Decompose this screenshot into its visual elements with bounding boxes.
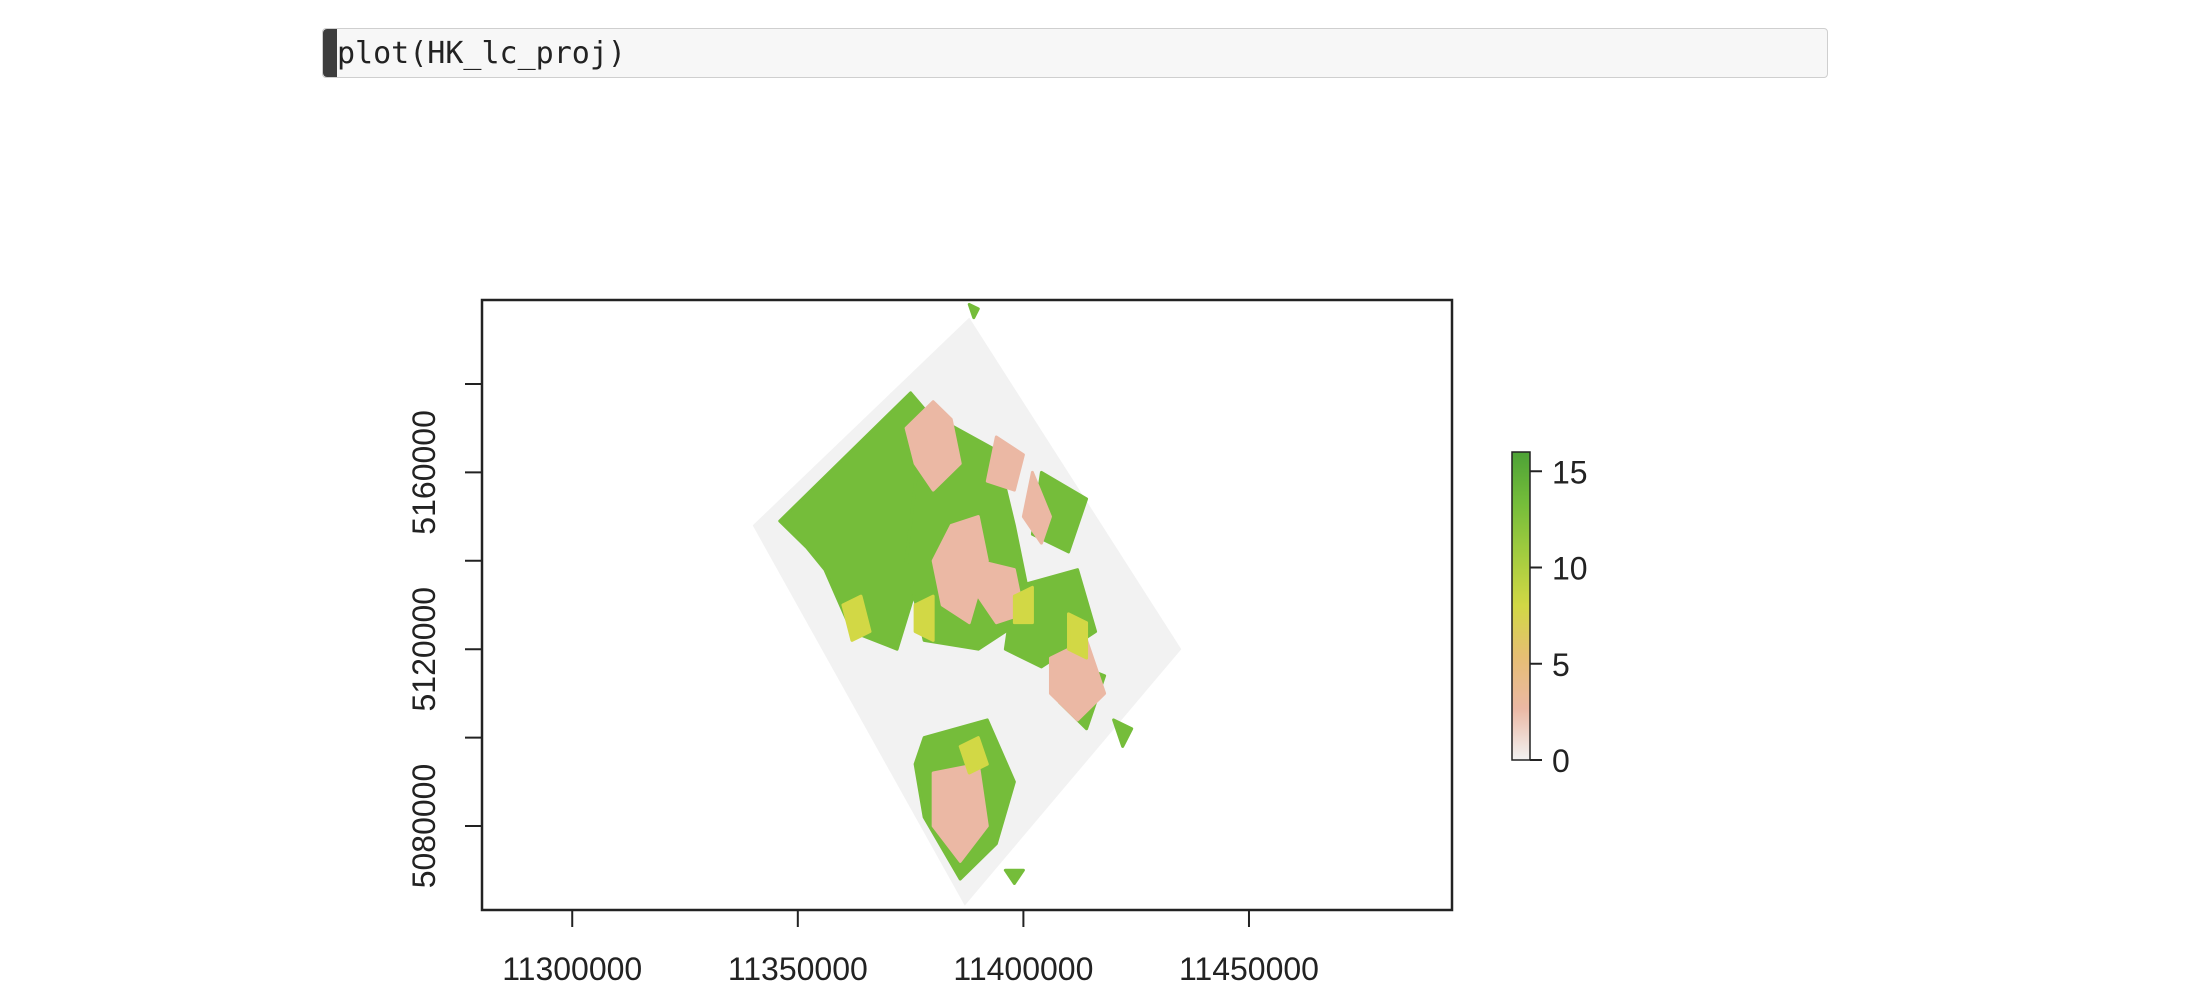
landcover-region-16: [1012, 585, 1034, 625]
raster-layer: [752, 302, 1182, 906]
landcover-region-20: [1003, 868, 1025, 885]
x-tick-label: 11450000: [1179, 951, 1319, 987]
landcover-region-10: [1021, 470, 1052, 545]
cell-gutter: [323, 29, 337, 77]
landcover-region-17: [1067, 612, 1089, 660]
colorbar: 0 5 10 15: [1511, 451, 1588, 779]
landcover-region-14: [913, 594, 935, 642]
landcover-region-15: [958, 736, 989, 775]
landcover-region-0: [778, 391, 953, 651]
y-tick-label: 5080000: [406, 764, 442, 889]
landcover-region-18: [1112, 718, 1134, 748]
landcover-region-13: [841, 594, 872, 642]
y-tick-label: 5120000: [406, 587, 442, 712]
y-tick-label: 5160000: [406, 410, 442, 535]
code-text: plot(HK_lc_proj): [337, 36, 626, 71]
landcover-region-7: [931, 515, 989, 625]
landcover-region-9: [976, 559, 1025, 625]
colorbar-tick-label: 5: [1552, 647, 1570, 683]
colorbar-tick-label: 0: [1552, 743, 1570, 779]
code-cell[interactable]: plot(HK_lc_proj): [322, 28, 1828, 78]
landcover-region-6: [904, 400, 962, 492]
colorbar-tick-label: 15: [1552, 454, 1588, 490]
x-tick-label: 11400000: [953, 951, 1093, 987]
x-axis: 11300000 11350000 11400000 11450000: [502, 909, 1319, 987]
colorbar-ramp: [1511, 451, 1531, 761]
landcover-region-8: [985, 435, 1025, 492]
colorbar-tick-label: 10: [1552, 551, 1588, 587]
x-tick-label: 11350000: [728, 951, 868, 987]
landcover-region-19: [967, 302, 980, 320]
x-tick-label: 11300000: [502, 951, 642, 987]
y-axis: 5080000 5120000 5160000: [406, 382, 483, 889]
